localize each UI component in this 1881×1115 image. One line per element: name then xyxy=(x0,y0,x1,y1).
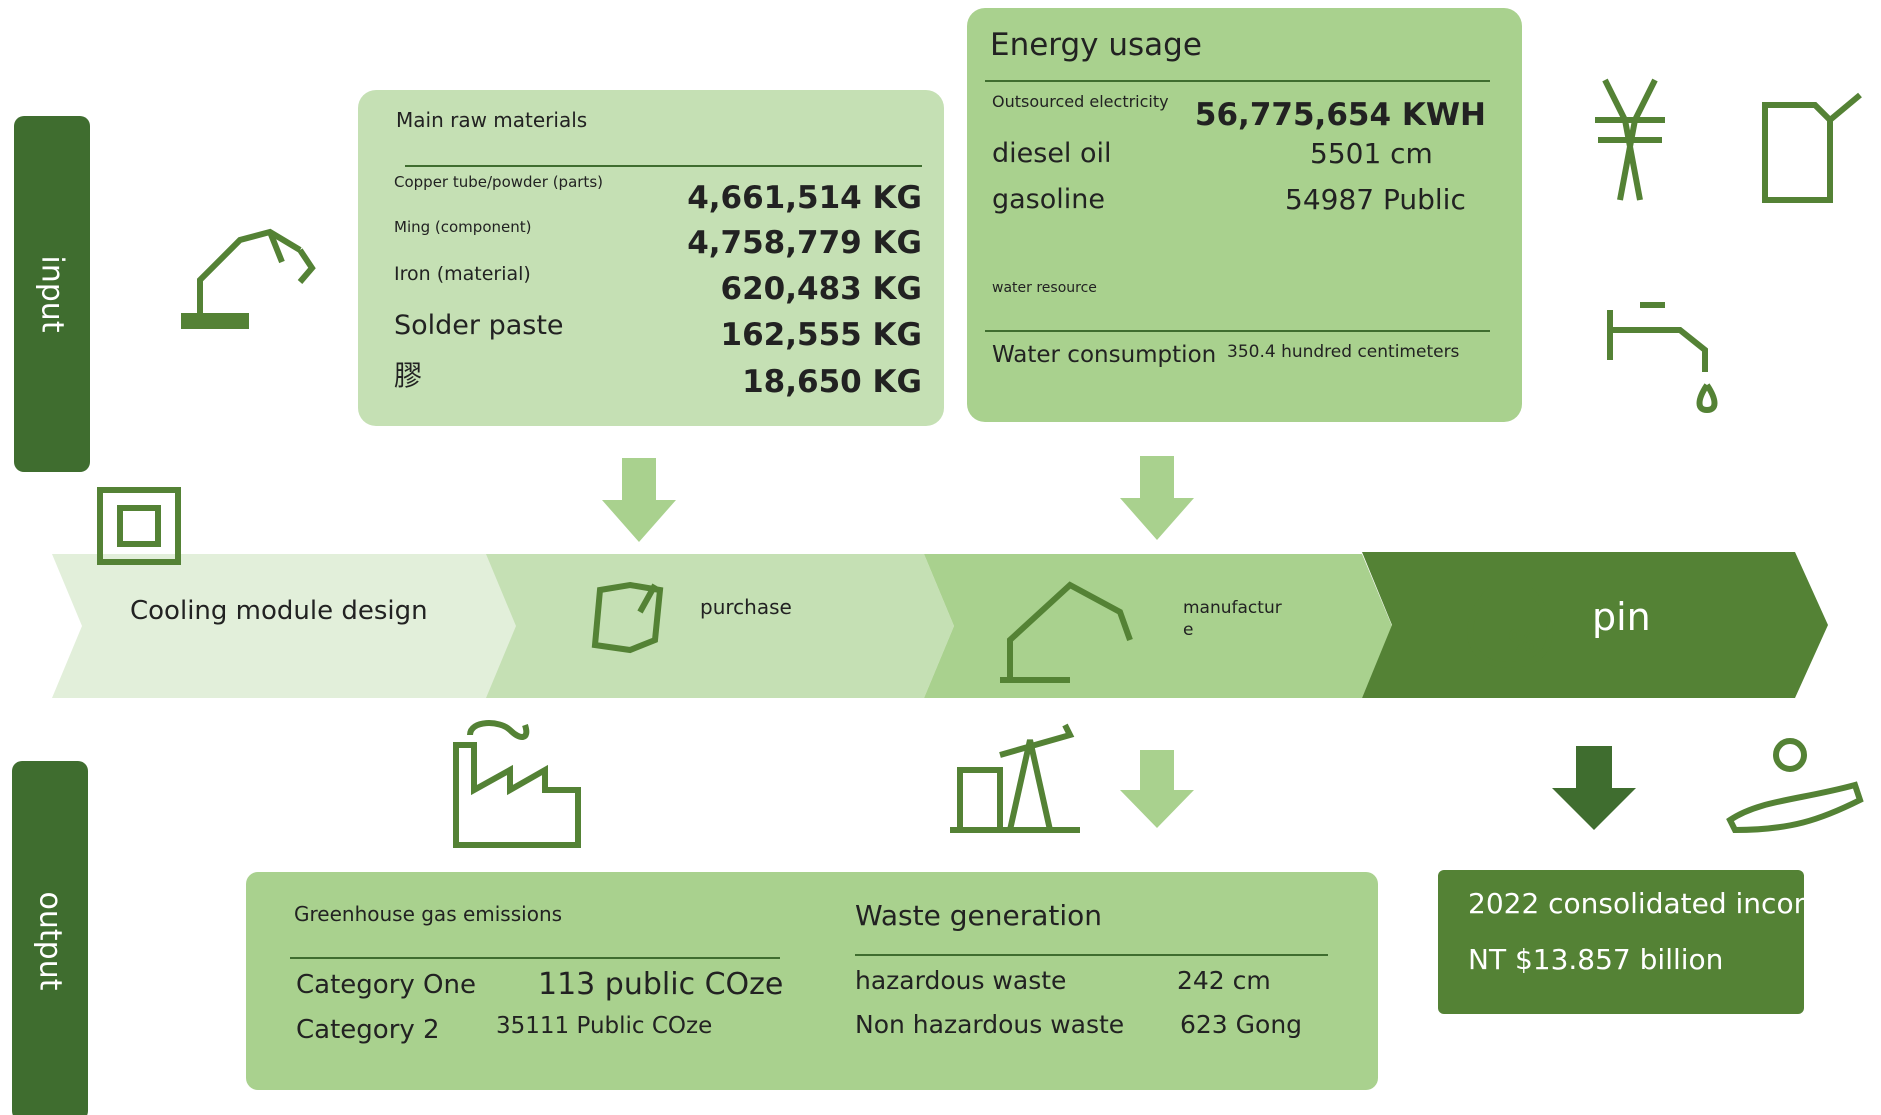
waste-value: 242 cm xyxy=(1177,966,1271,995)
divider xyxy=(985,80,1490,82)
down-arrows xyxy=(602,456,1194,828)
output-label: output xyxy=(32,891,68,991)
stage-label: manufacture xyxy=(1183,598,1282,640)
stage-label: purchase xyxy=(700,595,792,619)
stage-chevron xyxy=(52,554,520,698)
divider xyxy=(290,957,780,959)
energy-name: Outsourced electricity xyxy=(992,92,1169,111)
material-name: Solder paste xyxy=(394,310,564,341)
emission-name: Category One xyxy=(296,970,476,1000)
water-title: water resource xyxy=(992,280,1097,296)
emission-value: 35111 Public COze xyxy=(496,1013,713,1039)
material-name: Ming (component) xyxy=(394,218,532,236)
material-value: 162,555 KG xyxy=(720,317,922,353)
input-label: input xyxy=(34,255,70,333)
divider xyxy=(405,165,922,167)
stage-chevron xyxy=(486,554,954,698)
stage-chevron xyxy=(924,554,1392,698)
raw-title: Main raw materials xyxy=(396,108,588,132)
energy-value: 54987 Public xyxy=(1285,183,1466,216)
percent-icon: % xyxy=(1508,625,1538,660)
output-bar: output xyxy=(12,761,88,1115)
stage-label: pin xyxy=(1592,595,1651,639)
stage-chevron xyxy=(1362,552,1828,698)
emission-value: 113 public COze xyxy=(538,967,784,1002)
energy-title: Energy usage xyxy=(990,27,1202,63)
energy-name: gasoline xyxy=(992,184,1105,215)
waste-name: Non hazardous waste xyxy=(855,1010,1125,1039)
waste-title: Waste generation xyxy=(855,899,1103,932)
water-value: 350.4 hundred centimeters xyxy=(1227,342,1460,362)
icons xyxy=(97,78,1864,848)
income-box: 2022 consolidated income NT $13.857 bill… xyxy=(1438,870,1804,1014)
waste-value: 623 Gong xyxy=(1180,1010,1303,1039)
material-value: 4,758,779 KG xyxy=(687,225,922,261)
income-value: NT $13.857 billion xyxy=(1468,943,1724,976)
material-value: 18,650 KG xyxy=(742,364,922,400)
income-title: 2022 consolidated income xyxy=(1468,887,1804,920)
stage-label: Cooling module design xyxy=(130,596,428,626)
energy-box xyxy=(967,8,1522,422)
water-name: Water consumption xyxy=(992,342,1217,368)
divider xyxy=(985,330,1490,332)
waste-name: hazardous waste xyxy=(855,966,1067,995)
raw-materials-box xyxy=(358,90,944,426)
energy-value: 5501 cm xyxy=(1310,137,1433,170)
material-name: 膠 xyxy=(394,359,423,392)
input-bar: input xyxy=(14,116,90,472)
material-name: Iron (material) xyxy=(394,263,531,285)
divider xyxy=(855,954,1328,956)
material-name: Copper tube/powder (parts) xyxy=(394,173,603,191)
output-box xyxy=(246,872,1378,1090)
emission-name: Category 2 xyxy=(296,1015,440,1045)
emissions-title: Greenhouse gas emissions xyxy=(294,902,563,926)
energy-value: 56,775,654 KWH xyxy=(1194,97,1486,133)
material-value: 620,483 KG xyxy=(720,271,922,307)
down-arrow xyxy=(1552,746,1636,830)
material-value: 4,661,514 KG xyxy=(687,180,922,216)
energy-name: diesel oil xyxy=(992,138,1112,169)
